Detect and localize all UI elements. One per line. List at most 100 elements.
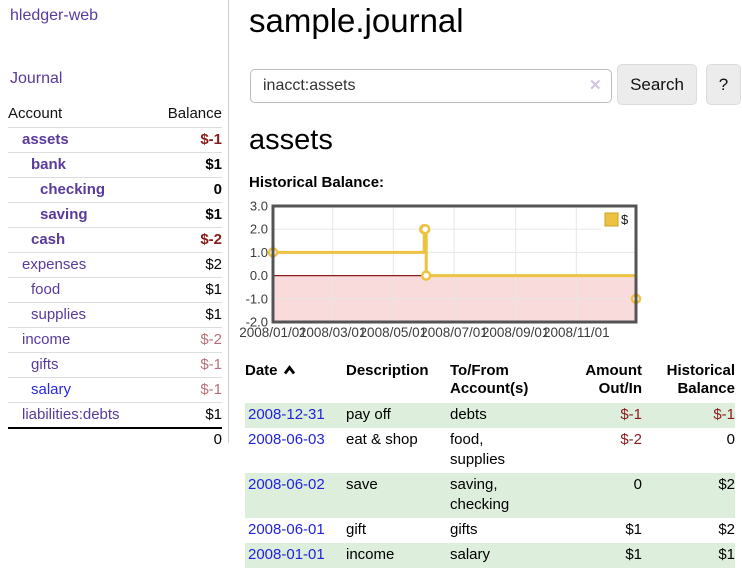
- account-balance: $-1: [200, 131, 222, 148]
- account-row: checking 0: [8, 177, 222, 203]
- svg-text:2008/03/01: 2008/03/01: [299, 325, 367, 340]
- account-link[interactable]: cash: [31, 231, 66, 248]
- help-button[interactable]: ?: [706, 64, 741, 105]
- transaction-date-link[interactable]: 2008-06-02: [248, 476, 325, 493]
- account-balance: $1: [205, 406, 222, 423]
- sidebar: hledger-web Journal Account Balance asse…: [0, 0, 229, 448]
- clear-search-icon[interactable]: ✕: [589, 77, 602, 94]
- transaction-date-link[interactable]: 2008-12-31: [248, 406, 325, 423]
- date-header-label: Date: [245, 362, 278, 379]
- accounts-header-account: Account: [8, 105, 63, 122]
- account-link[interactable]: supplies: [31, 306, 87, 323]
- account-row: salary $-1: [8, 377, 222, 403]
- transaction-date-link[interactable]: 2008-01-01: [248, 546, 325, 563]
- transaction-accounts: debts: [450, 406, 487, 423]
- column-header-amount: Amount Out/In: [585, 362, 642, 397]
- account-link[interactable]: gifts: [31, 356, 59, 373]
- register-table: Date Description To/From Account(s) Amou…: [245, 360, 735, 568]
- transaction-accounts: gifts: [450, 521, 478, 538]
- account-balance: $-1: [200, 356, 222, 373]
- account-balance: $1: [205, 281, 222, 298]
- transaction-amount: 0: [633, 476, 642, 493]
- svg-text:-1.0: -1.0: [246, 291, 268, 306]
- account-row: gifts $-1: [8, 352, 222, 378]
- accounts-table: Account Balance assets $-1 bank $1 checking 0…: [8, 102, 222, 450]
- transaction-description: eat & shop: [346, 431, 418, 448]
- account-link[interactable]: expenses: [22, 256, 87, 273]
- transaction-accounts: saving, checking: [450, 476, 510, 513]
- transaction-date-link[interactable]: 2008-06-03: [248, 431, 325, 448]
- register-table-body: 2008-12-31 pay off debts $-1 $-1 2008-06-03 ea…: [245, 403, 735, 568]
- transaction-accounts: salary: [450, 546, 491, 563]
- transaction-amount: $-2: [620, 431, 642, 448]
- account-balance: 0: [213, 181, 222, 198]
- chevron-up-icon: [283, 365, 295, 375]
- account-link[interactable]: saving: [40, 206, 88, 223]
- transaction-row[interactable]: 2008-06-02 save saving, checking 0 $2: [245, 473, 735, 518]
- account-balance: $1: [205, 306, 222, 323]
- accounts-table-body: assets $-1 bank $1 checking 0 saving $1 cash $-2 e…: [8, 127, 222, 429]
- account-row: liabilities:debts $1: [8, 402, 222, 429]
- transaction-row[interactable]: 2008-01-01 income salary $1 $1: [245, 543, 735, 568]
- account-balance: $1: [205, 156, 222, 173]
- accounts-total-row: 0: [8, 428, 222, 450]
- account-link[interactable]: food: [31, 281, 61, 298]
- accounts-table-header-row: Account Balance: [8, 102, 222, 128]
- account-link[interactable]: liabilities:debts: [22, 406, 120, 423]
- svg-text:-2.0: -2.0: [246, 315, 268, 330]
- transaction-description: gift: [346, 521, 367, 538]
- register-header-row: Date Description To/From Account(s) Amou…: [245, 360, 735, 403]
- transaction-balance: 0: [726, 431, 735, 448]
- transaction-row[interactable]: 2008-12-31 pay off debts $-1 $-1: [245, 403, 735, 428]
- chart-label: Historical Balance:: [249, 174, 385, 191]
- account-row: assets $-1: [8, 127, 222, 153]
- account-balance: $-2: [200, 231, 222, 248]
- account-heading: assets: [249, 124, 333, 156]
- app-title-link[interactable]: hledger-web: [10, 7, 99, 24]
- svg-text:2008/05/01: 2008/05/01: [360, 325, 428, 340]
- svg-text:2.0: 2.0: [250, 222, 268, 237]
- column-header-description: Description: [346, 362, 429, 379]
- transaction-description: pay off: [346, 406, 391, 423]
- transaction-balance: $2: [718, 521, 735, 538]
- account-link[interactable]: checking: [40, 181, 106, 198]
- svg-text:3.0: 3.0: [250, 199, 268, 214]
- search-input[interactable]: [250, 69, 612, 103]
- transaction-amount: $1: [625, 546, 642, 563]
- svg-text:$: $: [621, 212, 629, 227]
- account-row: supplies $1: [8, 302, 222, 328]
- transaction-amount: $1: [625, 521, 642, 538]
- svg-text:2008/01/01: 2008/01/01: [240, 325, 307, 340]
- historical-balance-chart: $3.0 2.0 1.0 0.0 -1.0 -2.02008/01/012008/03/0…: [240, 199, 642, 340]
- account-link[interactable]: assets: [22, 131, 69, 148]
- account-row: income $-2: [8, 327, 222, 353]
- svg-text:2008/07/01: 2008/07/01: [420, 325, 488, 340]
- transaction-accounts: food, supplies: [450, 431, 506, 468]
- accounts-total-value: 0: [213, 431, 222, 448]
- transaction-amount: $-1: [620, 406, 642, 423]
- transaction-row[interactable]: 2008-06-03 eat & shop food, supplies $-2 0: [245, 428, 735, 473]
- svg-text:1.0: 1.0: [250, 245, 268, 260]
- svg-text:2008/11/01: 2008/11/01: [543, 325, 610, 340]
- transaction-date-link[interactable]: 2008-06-01: [248, 521, 325, 538]
- search-button[interactable]: Search: [617, 64, 697, 105]
- account-balance: $-2: [200, 331, 222, 348]
- account-row: cash $-2: [8, 227, 222, 253]
- svg-text:0.0: 0.0: [250, 268, 268, 283]
- svg-text:2008/09/01: 2008/09/01: [482, 325, 550, 340]
- account-balance: $-1: [200, 381, 222, 398]
- account-link[interactable]: bank: [31, 156, 67, 173]
- transaction-description: income: [346, 546, 395, 563]
- account-link[interactable]: income: [22, 331, 71, 348]
- page-title: sample.journal: [249, 2, 464, 39]
- account-row: saving $1: [8, 202, 222, 228]
- sidebar-item-journal[interactable]: Journal: [10, 70, 63, 87]
- account-row: food $1: [8, 277, 222, 303]
- column-header-date[interactable]: Date: [245, 360, 342, 403]
- account-link[interactable]: salary: [31, 381, 72, 398]
- transaction-balance: $-1: [713, 406, 735, 423]
- account-row: bank $1: [8, 152, 222, 178]
- transaction-row[interactable]: 2008-06-01 gift gifts $1 $2: [245, 518, 735, 543]
- transaction-balance: $2: [718, 476, 735, 493]
- column-header-accounts: To/From Account(s): [450, 362, 529, 397]
